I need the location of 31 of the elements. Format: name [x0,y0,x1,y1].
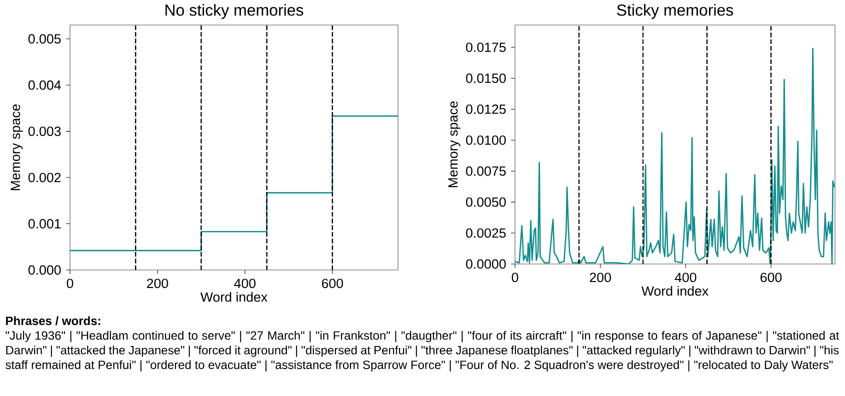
x-tick-label: 0 [512,272,518,282]
x-tick-label: 0 [66,278,74,288]
y-tick-label: 0.004 [28,80,61,90]
y-axis-title: Memory space [448,101,460,188]
y-axis-title: Memory space [10,104,23,190]
y-tick-label: 0.002 [28,172,61,182]
y-tick-label: 0.0125 [466,104,506,114]
y-tick-label: 0.0050 [466,197,506,207]
y-tick-label: 0.003 [28,126,61,136]
y-tick-label: 0.005 [28,34,61,44]
x-tick-label: 200 [147,278,168,288]
y-tick-label: 0.0150 [466,74,506,83]
y-tick-label: 0.0175 [466,42,506,52]
y-tick-label: 0.0000 [466,259,506,269]
x-tick-label: 600 [322,278,343,288]
text: Phrases / words: [6,316,100,326]
y-tick-label: 0.0025 [466,228,506,238]
x-tick-label: 600 [760,272,782,282]
y-tick-label: 0.000 [28,265,61,275]
y-tick-label: 0.001 [28,219,61,228]
x-axis-title: Word index [641,286,708,296]
y-tick-label: 0.0075 [466,166,506,176]
chart-title: No sticky memories [166,4,304,19]
chart-title: Sticky memories [617,4,734,19]
x-tick-label: 200 [590,272,611,282]
x-axis-title: Word index [200,292,268,302]
text: "July 1936" | "Headlam continued to serve" | "27 March" | "in Frankston" | "daugther" | "four of its aircraft" | "in response to fears of Japanese" | "stationed at Darwin" | "attacked the Japanese" | "forced it aground" | "dispersed at Penfui" | "three Japanese floatplanes" | "attacked regularly" | "withdrawn to Darwin" | "his staff remained at Penfui" | "ordered to evacuate" | "assistance from Sparrow Force" | "Four of No. 2 Squadron's were destroyed" | "relocated to Daly Waters" [6,330,840,372]
line-series [515,48,835,264]
x-tick-label: 400 [674,272,696,282]
y-tick-label: 0.0100 [466,135,506,145]
x-tick-label: 400 [234,278,256,288]
